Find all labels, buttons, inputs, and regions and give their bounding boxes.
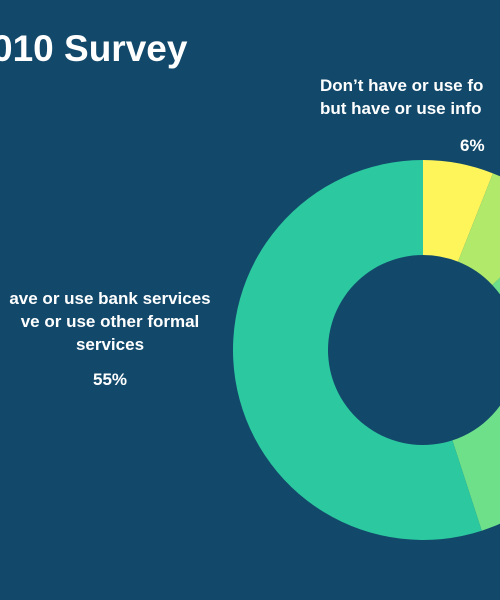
slice-label-line: but have or use info [320, 99, 482, 118]
donut-slice-2 [457, 173, 500, 285]
donut-slice-3 [452, 277, 500, 531]
slice-label-informal: Don’t have or use fo but have or use inf… [320, 74, 485, 157]
donut-slice-1 [423, 160, 493, 262]
slice-label-line: ve or use other formal [20, 312, 200, 331]
slice-percent-label: 6% [460, 136, 485, 155]
chart-title: 010 Survey [0, 28, 188, 69]
slice-label-line: services [75, 335, 145, 354]
donut-slice-4 [233, 160, 482, 540]
slice-label-bank-services: ave or use bank services ve or use other… [0, 287, 230, 391]
slice-label-line: ave or use bank services [9, 289, 211, 308]
slice-percent-label: 55% [92, 370, 128, 389]
slice-label-line: Don’t have or use fo [320, 76, 484, 95]
